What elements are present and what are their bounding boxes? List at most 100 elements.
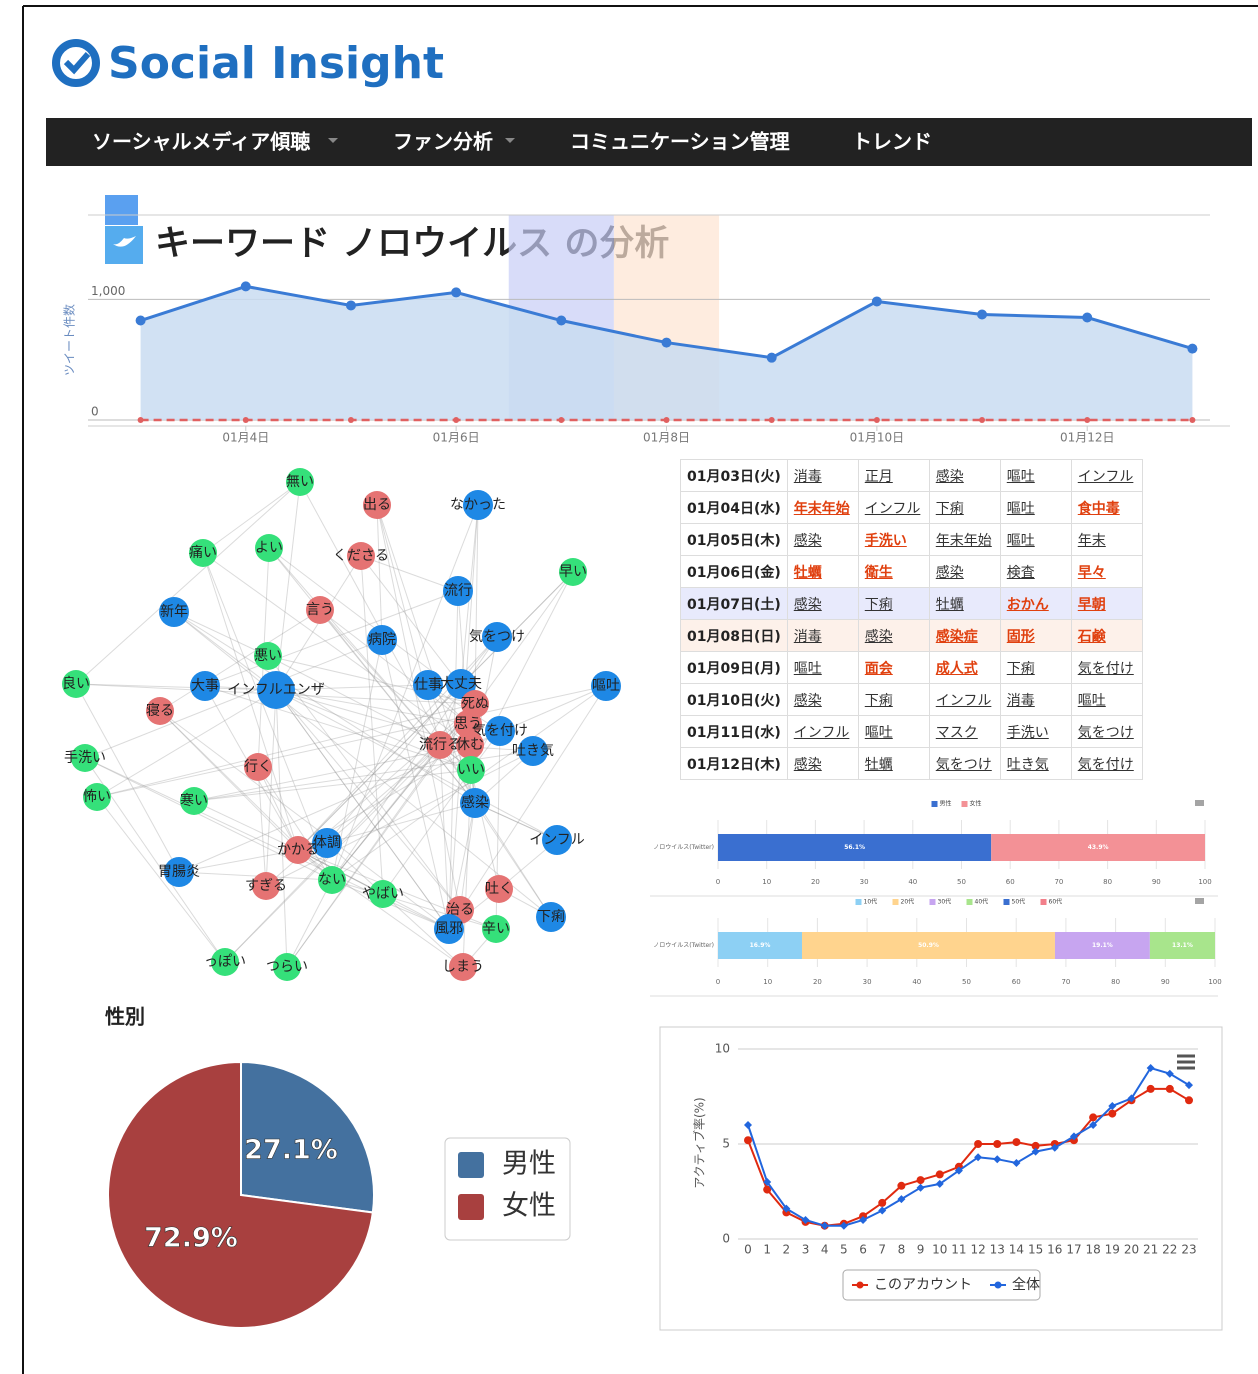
network-node[interactable] [485,716,515,746]
network-node[interactable] [457,756,485,784]
network-node[interactable] [443,576,473,606]
table-cell[interactable]: 消毒 [786,459,859,492]
network-node[interactable] [83,783,111,811]
table-cell[interactable]: 気を付け [1070,747,1143,780]
nav-item[interactable]: トレンド [852,130,932,154]
network-node[interactable] [306,596,334,624]
table-cell[interactable]: 嘔吐 [1070,683,1143,716]
table-cell[interactable]: 下痢 [857,587,930,620]
nav-item[interactable]: ソーシャルメディア傾聴 [92,130,310,154]
table-cell[interactable]: インフル [1070,459,1143,492]
network-node[interactable] [413,670,443,700]
table-cell[interactable]: 年末年始 [786,491,859,524]
table-cell[interactable]: 消毒 [999,683,1072,716]
network-node[interactable] [449,953,477,981]
table-cell[interactable]: マスク [928,715,1001,748]
network-node[interactable] [482,915,510,943]
network-node[interactable] [189,539,217,567]
network-node[interactable] [434,914,464,944]
network-node[interactable] [211,948,239,976]
network-node[interactable] [62,670,90,698]
table-cell[interactable]: 年末 [1070,523,1143,556]
table-cell[interactable]: 気を付け [1070,651,1143,684]
network-node[interactable] [146,697,174,725]
network-node[interactable] [190,671,220,701]
table-cell[interactable]: 感染症 [928,619,1001,652]
network-node[interactable] [536,902,566,932]
network-node[interactable] [273,953,301,981]
table-cell[interactable]: 食中毒 [1070,491,1143,524]
network-node[interactable] [454,710,482,738]
table-cell[interactable]: 感染 [928,459,1001,492]
table-cell[interactable]: 感染 [786,683,859,716]
network-node[interactable] [347,542,375,570]
network-node[interactable] [485,875,513,903]
network-node[interactable] [456,731,484,759]
table-cell[interactable]: 面会 [857,651,930,684]
table-cell[interactable]: 年末年始 [928,523,1001,556]
table-cell[interactable]: 消毒 [786,619,859,652]
table-cell[interactable]: 牡蠣 [786,555,859,588]
network-node[interactable] [257,671,295,709]
network-node[interactable] [180,787,208,815]
network-node[interactable] [284,836,312,864]
network-node[interactable] [244,753,272,781]
network-node[interactable] [71,744,99,772]
logo[interactable]: Social Insight [52,38,444,89]
table-cell[interactable]: 下痢 [857,683,930,716]
table-cell[interactable]: 牡蠣 [928,587,1001,620]
network-node[interactable] [312,828,342,858]
table-cell[interactable]: 早朝 [1070,587,1143,620]
network-node[interactable] [426,731,454,759]
network-node[interactable] [254,642,282,670]
network-node[interactable] [369,880,397,908]
network-node[interactable] [164,857,194,887]
network-node[interactable] [463,490,493,520]
table-cell[interactable]: 気をつけ [1070,715,1143,748]
table-cell[interactable]: 感染 [786,587,859,620]
table-cell[interactable]: 嘔吐 [999,491,1072,524]
nav-item[interactable]: コミュニケーション管理 [570,130,790,154]
table-cell[interactable]: 下痢 [999,651,1072,684]
table-cell[interactable]: 嘔吐 [999,523,1072,556]
table-cell[interactable]: 固形 [999,619,1072,652]
network-node[interactable] [559,558,587,586]
table-cell[interactable]: 正月 [857,459,930,492]
table-cell[interactable]: 石鹸 [1070,619,1143,652]
network-node[interactable] [367,625,397,655]
table-cell[interactable]: 感染 [786,747,859,780]
table-cell[interactable]: 牡蠣 [857,747,930,780]
network-node[interactable] [255,534,283,562]
network-node[interactable] [159,597,189,627]
table-cell[interactable]: 嘔吐 [999,459,1072,492]
network-node[interactable] [591,671,621,701]
table-cell[interactable]: 感染 [857,619,930,652]
table-cell[interactable]: インフル [928,683,1001,716]
network-node[interactable] [318,866,346,894]
nav-item[interactable]: ファン分析 [393,130,493,154]
table-cell[interactable]: 手洗い [857,523,930,556]
network-node[interactable] [363,491,391,519]
network-node[interactable] [446,669,476,699]
table-cell[interactable]: おかん [999,587,1072,620]
network-node[interactable] [482,622,512,652]
table-cell[interactable]: 嘔吐 [857,715,930,748]
table-cell[interactable]: 検査 [999,555,1072,588]
table-cell[interactable]: 気をつけ [928,747,1001,780]
network-node[interactable] [286,468,314,496]
table-cell[interactable]: 感染 [928,555,1001,588]
table-cell[interactable]: 感染 [786,523,859,556]
table-cell[interactable]: インフル [786,715,859,748]
table-cell[interactable]: 成人式 [928,651,1001,684]
table-cell[interactable]: 下痢 [928,491,1001,524]
table-cell[interactable]: 早々 [1070,555,1143,588]
network-node[interactable] [542,825,572,855]
table-cell[interactable]: 吐き気 [999,747,1072,780]
table-cell[interactable]: インフル [857,491,930,524]
table-cell[interactable]: 衛生 [857,555,930,588]
table-cell[interactable]: 嘔吐 [786,651,859,684]
network-node[interactable] [518,736,548,766]
network-node[interactable] [460,788,490,818]
table-cell[interactable]: 手洗い [999,715,1072,748]
network-node[interactable] [252,872,280,900]
